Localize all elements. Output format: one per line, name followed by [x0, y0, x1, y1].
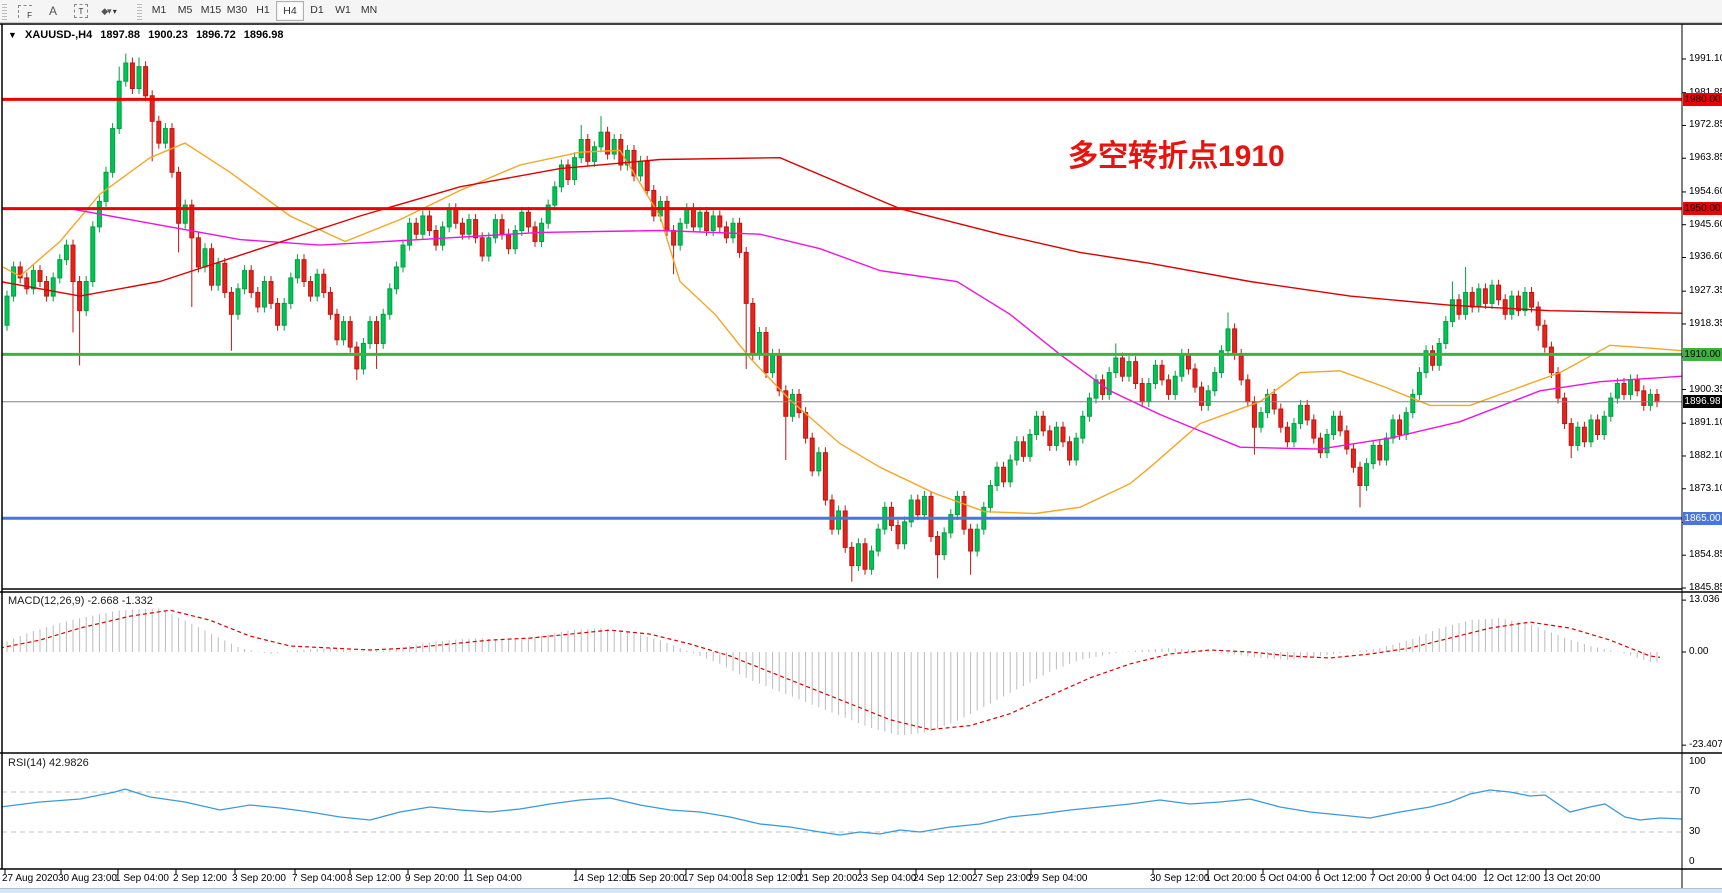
time-axis-label: 1 Oct 20:00	[1205, 873, 1257, 884]
time-axis-label: 30 Sep 12:00	[1150, 873, 1210, 884]
price-level-label: 1980.00	[1683, 92, 1722, 106]
time-axis-label: 29 Sep 04:00	[1028, 873, 1088, 884]
timeframe-toolbar: M1 M5 M15 M30 H1 H4 D1 W1 MN	[146, 1, 382, 21]
price-tick: 1900.35	[1689, 383, 1722, 395]
toolbar-grip[interactable]	[137, 2, 142, 20]
time-axis-label: 3 Sep 20:00	[232, 873, 286, 884]
close-value: 1896.98	[243, 29, 284, 41]
time-axis-label: 9 Sep 20:00	[405, 873, 459, 884]
price-level-label: 1865.00	[1683, 511, 1722, 525]
price-level-label: 1910.00	[1683, 347, 1722, 361]
price-tick: 1954.60	[1689, 185, 1722, 197]
symbol-period: XAUUSD-,H4	[24, 29, 93, 41]
chevron-down-icon: ▾	[112, 6, 117, 16]
timeframe-button-W1[interactable]: W1	[335, 4, 351, 16]
rsi-tick: 100	[1689, 756, 1706, 767]
text-box-tool-button[interactable]: T	[67, 2, 95, 20]
high-value: 1900.23	[148, 29, 188, 41]
ma-fast-orange	[2, 142, 1682, 515]
window-bottom-strip	[0, 888, 1722, 893]
macd-indicator-label: MACD(12,26,9) -2.668 -1.332	[8, 595, 153, 607]
time-axis-label: 5 Oct 04:00	[1260, 873, 1312, 884]
price-tick: 1936.60	[1689, 251, 1722, 263]
time-axis-label: 27 Aug 2020	[2, 873, 59, 884]
timeframe-button-MN[interactable]: MN	[360, 4, 378, 16]
rsi-tick: 70	[1689, 786, 1701, 797]
price-tick: 1873.10	[1689, 482, 1722, 494]
text-label-tool-icon: A	[48, 4, 57, 18]
time-axis-label: 14 Sep 12:00	[573, 873, 633, 884]
timeframe-button-H1[interactable]: H1	[256, 4, 270, 16]
time-axis-label: 7 Oct 20:00	[1370, 873, 1422, 884]
price-tick: 1854.85	[1689, 549, 1722, 561]
chart-ohlc-header: ▼ XAUUSD-,H4 1897.88 1900.23 1896.72 189…	[8, 29, 289, 41]
price-tick: 1891.10	[1689, 417, 1722, 429]
time-axis-label: 1 Sep 04:00	[115, 873, 169, 884]
macd-panel	[2, 608, 1661, 736]
timeframe-button-M1[interactable]: M1	[151, 4, 167, 16]
time-axis-label: 24 Sep 12:00	[913, 873, 973, 884]
price-level-label: 1896.98	[1683, 395, 1722, 409]
price-tick: 1963.85	[1689, 152, 1722, 164]
time-axis-label: 21 Sep 20:00	[798, 873, 858, 884]
timeframe-button-D1[interactable]: D1	[310, 4, 324, 16]
toolbar: F A T ◆▾ ▾ M1 M5 M15 M30 H1 H4 D1 W1 MN	[0, 0, 1722, 23]
timeframe-button-M30[interactable]: M30	[226, 4, 248, 16]
price-level-label: 1950.00	[1683, 202, 1722, 216]
time-axis-label: 13 Oct 20:00	[1543, 873, 1601, 884]
timeframe-button-M5[interactable]: M5	[177, 4, 193, 16]
arrow-objects-button[interactable]: ◆▾ ▾	[95, 2, 123, 20]
macd-tick: 13.036	[1689, 594, 1720, 606]
main-price-panel	[2, 53, 1682, 582]
price-tick: 1991.10	[1689, 53, 1722, 64]
macd-tick: -23.407	[1689, 739, 1722, 751]
text-box-tool-icon: T	[74, 4, 88, 18]
text-label-tool-button[interactable]: A	[39, 2, 67, 20]
collapse-triangle-icon[interactable]: ▼	[8, 30, 17, 40]
ma-slow-red	[2, 156, 1682, 314]
time-axis-label: 23 Sep 04:00	[857, 873, 917, 884]
open-value: 1897.88	[100, 29, 141, 41]
rsi-tick: 0	[1689, 856, 1695, 867]
time-axis-label: 8 Sep 12:00	[347, 873, 401, 884]
timeframe-button-H4[interactable]: H4	[276, 1, 304, 21]
time-axis-label: 17 Sep 04:00	[683, 873, 743, 884]
price-tick: 1972.85	[1689, 119, 1722, 131]
time-axis-label: 18 Sep 12:00	[742, 873, 802, 884]
time-axis-label: 15 Sep 20:00	[625, 873, 685, 884]
timeframe-button-M15[interactable]: M15	[200, 4, 222, 16]
time-axis-label: 6 Oct 12:00	[1315, 873, 1367, 884]
price-tick: 1845.85	[1689, 582, 1722, 593]
time-axis-label: 27 Sep 23:00	[972, 873, 1032, 884]
chart-annotation-text: 多空转折点1910	[1068, 140, 1285, 173]
rsi-indicator-label: RSI(14) 42.9826	[8, 757, 89, 769]
fibonacci-tool-icon: F	[18, 4, 32, 20]
fibonacci-tool-button[interactable]: F	[11, 2, 39, 20]
price-tick: 1945.60	[1689, 218, 1722, 230]
price-tick: 1882.10	[1689, 449, 1722, 461]
low-value: 1896.72	[195, 29, 236, 41]
time-axis-label: 9 Oct 04:00	[1425, 873, 1477, 884]
time-axis-label: 7 Sep 04:00	[292, 873, 346, 884]
time-axis-label: 11 Sep 04:00	[463, 873, 522, 884]
time-axis-label: 2 Sep 12:00	[173, 873, 227, 884]
time-axis-label: 12 Oct 12:00	[1483, 873, 1541, 884]
price-tick: 1918.35	[1689, 317, 1722, 329]
price-tick: 1981.85	[1689, 87, 1722, 98]
rsi-panel	[2, 788, 1682, 836]
rsi-line	[2, 788, 1682, 836]
macd-tick: 0.00	[1689, 646, 1709, 657]
macd-signal-line	[2, 609, 1661, 731]
price-tick: 1927.35	[1689, 285, 1722, 297]
rsi-tick: 30	[1689, 826, 1701, 837]
toolbar-grip[interactable]	[2, 2, 7, 20]
ma-mid-magenta	[69, 208, 1682, 450]
arrow-objects-icon: ◆▾	[101, 5, 112, 16]
time-axis-label: 30 Aug 23:00	[58, 873, 117, 884]
